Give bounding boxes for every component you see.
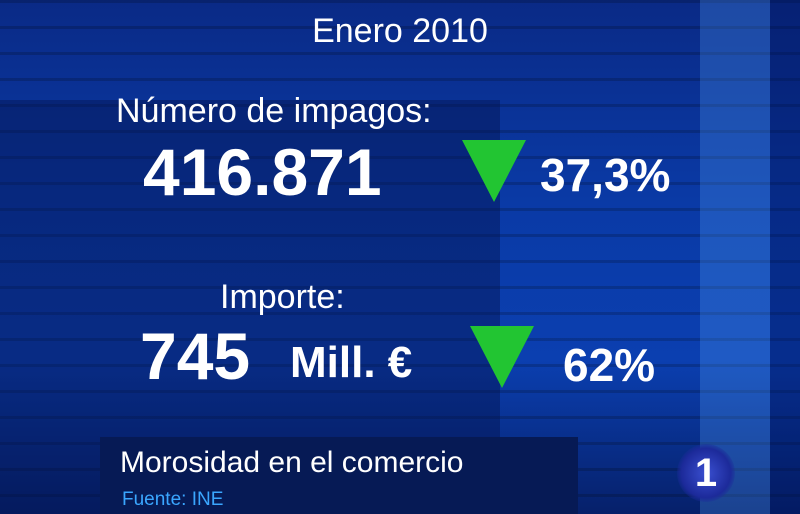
importe-change: 62% (563, 339, 656, 391)
down-arrow-icon (470, 326, 534, 388)
importe-label: Importe: (220, 278, 345, 316)
down-arrow-icon (462, 140, 526, 202)
impagos-value: 416.871 (143, 135, 382, 209)
impagos-label: Número de impagos: (116, 92, 432, 130)
importe-value: 745 (140, 319, 251, 393)
background-column (700, 0, 770, 514)
date-title: Enero 2010 (312, 12, 488, 50)
importe-unit: Mill. € (290, 338, 413, 387)
impagos-change: 37,3% (540, 149, 671, 201)
footer-title: Morosidad en el comercio (120, 446, 464, 479)
footer-source: Fuente: INE (122, 489, 224, 510)
background-column (770, 0, 800, 514)
channel-logo: 1 (677, 444, 735, 502)
footer-bar (100, 437, 578, 514)
